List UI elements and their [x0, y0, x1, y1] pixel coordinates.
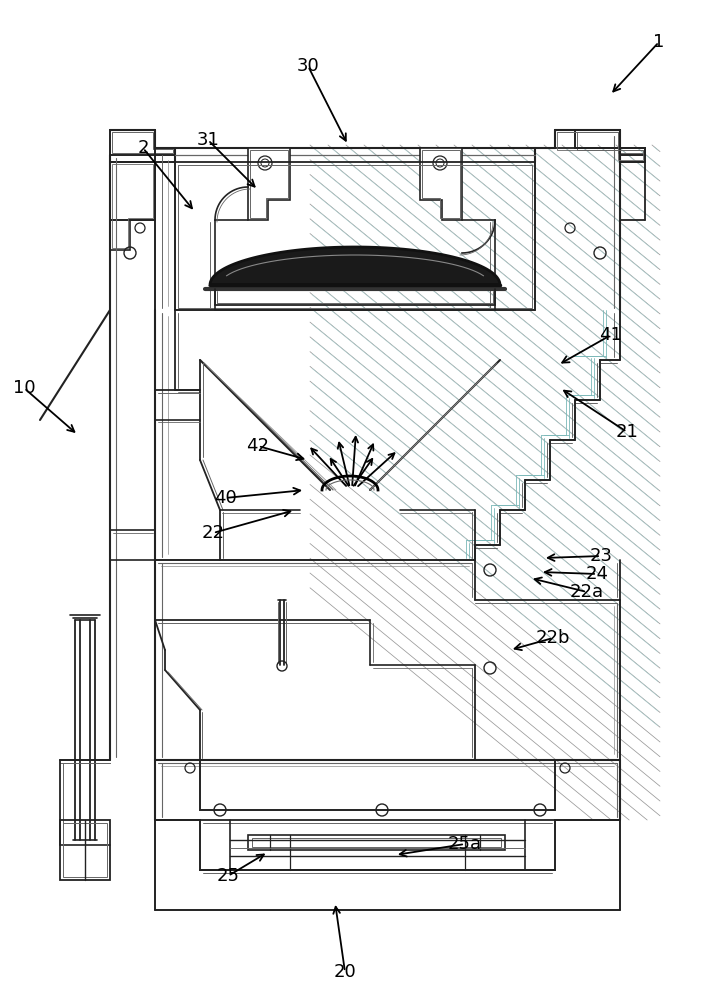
Text: 20: 20 — [334, 963, 356, 981]
Text: 2: 2 — [137, 139, 149, 157]
Bar — [60, 820, 110, 880]
Text: 23: 23 — [590, 547, 613, 565]
Bar — [63, 823, 107, 877]
Text: 21: 21 — [615, 423, 639, 441]
Text: 25a: 25a — [448, 835, 482, 853]
Text: 40: 40 — [214, 489, 236, 507]
Text: 22: 22 — [201, 524, 224, 542]
Text: 25: 25 — [217, 867, 240, 885]
Text: 10: 10 — [13, 379, 35, 397]
Text: 30: 30 — [297, 57, 320, 75]
Text: 41: 41 — [599, 326, 622, 344]
Text: 1: 1 — [653, 33, 665, 51]
Text: 42: 42 — [247, 437, 269, 455]
Text: 22a: 22a — [570, 583, 604, 601]
Polygon shape — [420, 148, 462, 220]
Text: 31: 31 — [196, 131, 219, 149]
Polygon shape — [210, 247, 500, 285]
Polygon shape — [248, 148, 290, 220]
Text: 22b: 22b — [536, 629, 570, 647]
Text: 24: 24 — [585, 565, 608, 583]
